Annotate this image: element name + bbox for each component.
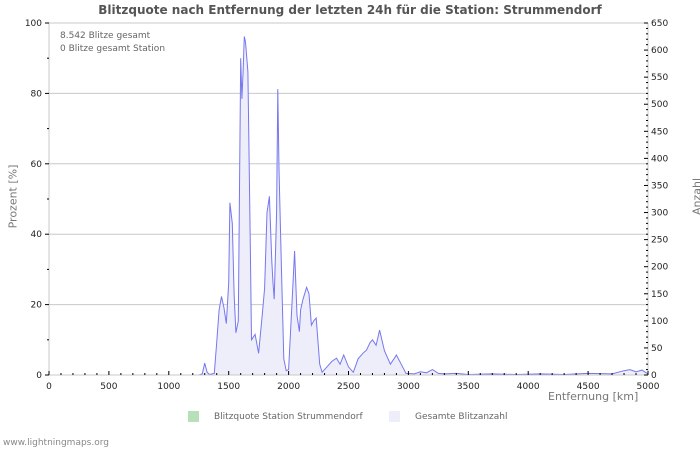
x-axis-label: Entfernung [km] xyxy=(548,390,639,403)
svg-text:500: 500 xyxy=(100,382,117,392)
svg-text:4500: 4500 xyxy=(577,382,600,392)
svg-text:150: 150 xyxy=(651,290,668,300)
svg-text:300: 300 xyxy=(651,209,668,219)
chart-title: Blitzquote nach Entfernung der letzten 2… xyxy=(98,3,602,17)
svg-text:0: 0 xyxy=(46,382,52,392)
svg-text:550: 550 xyxy=(651,73,668,83)
total-lightning-line xyxy=(49,36,649,376)
total-lightning-area xyxy=(49,36,648,375)
svg-text:600: 600 xyxy=(651,46,668,56)
svg-text:3500: 3500 xyxy=(457,382,480,392)
legend-swatch-lavender xyxy=(389,411,400,422)
svg-text:80: 80 xyxy=(31,89,43,99)
svg-text:0: 0 xyxy=(36,371,42,381)
svg-text:5000: 5000 xyxy=(637,382,660,392)
footer-source: www.lightningmaps.org xyxy=(3,438,109,448)
svg-text:3000: 3000 xyxy=(397,382,420,392)
station-strikes-text: 0 Blitze gesamt Station xyxy=(60,44,166,54)
grid-lines xyxy=(49,92,648,306)
svg-text:60: 60 xyxy=(31,160,43,170)
svg-text:4000: 4000 xyxy=(517,382,540,392)
svg-text:20: 20 xyxy=(31,301,43,311)
axis-ticks: 0 500 1000 1500 2000 2500 3000 3500 4000 4500 5000… xyxy=(25,19,669,392)
y-axis-right-label: Anzahl xyxy=(690,177,700,216)
svg-text:400: 400 xyxy=(651,154,668,164)
svg-text:2500: 2500 xyxy=(337,382,360,392)
svg-text:2000: 2000 xyxy=(277,382,300,392)
svg-text:0: 0 xyxy=(651,371,657,381)
svg-text:1000: 1000 xyxy=(157,382,180,392)
total-strikes-text: 8.542 Blitze gesamt xyxy=(60,31,151,41)
svg-text:200: 200 xyxy=(651,263,668,273)
svg-text:500: 500 xyxy=(651,100,668,110)
svg-text:100: 100 xyxy=(651,317,668,327)
legend-label: Gesamte Blitzanzahl xyxy=(415,411,508,422)
legend-label: Blitzquote Station Strummendorf xyxy=(214,411,363,422)
legend-item-total-count: Gesamte Blitzanzahl xyxy=(389,411,508,422)
axes xyxy=(48,22,649,376)
legend-swatch-green xyxy=(188,411,199,422)
svg-text:1500: 1500 xyxy=(217,382,240,392)
svg-text:250: 250 xyxy=(651,236,668,246)
svg-text:100: 100 xyxy=(25,19,42,29)
legend-item-station-rate: Blitzquote Station Strummendorf xyxy=(188,411,363,422)
info-box: 8.542 Blitze gesamt 0 Blitze gesamt Stat… xyxy=(60,30,165,56)
y-axis-left-label: Prozent [%] xyxy=(6,164,20,229)
svg-text:50: 50 xyxy=(651,344,663,354)
svg-text:350: 350 xyxy=(651,181,668,191)
svg-text:650: 650 xyxy=(651,19,668,29)
svg-text:450: 450 xyxy=(651,127,668,137)
svg-text:40: 40 xyxy=(31,230,43,240)
